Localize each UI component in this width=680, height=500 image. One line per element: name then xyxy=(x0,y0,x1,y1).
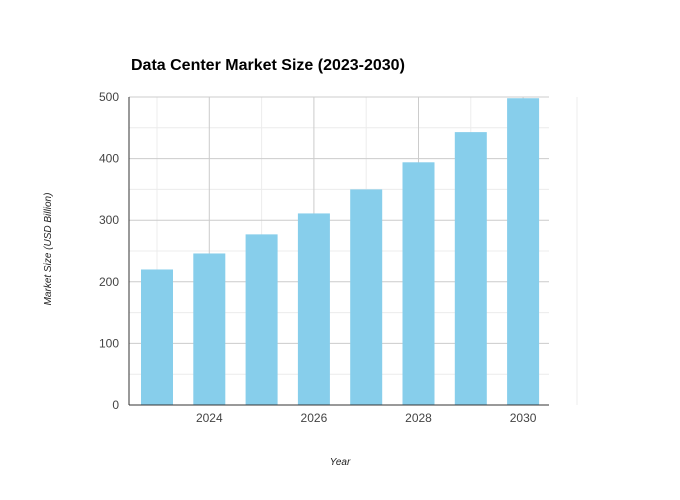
bars xyxy=(141,98,540,406)
x-tick-label: 2026 xyxy=(301,411,328,425)
y-axis-label: Market Size (USD Billion) xyxy=(43,193,54,306)
bar-2028 xyxy=(402,162,435,405)
bar-2029 xyxy=(454,132,487,405)
x-tick-labels: 2024 2026 2028 2030 xyxy=(196,411,537,425)
bar-2026 xyxy=(297,213,330,405)
y-tick-label: 500 xyxy=(99,90,119,104)
bar-2027 xyxy=(350,189,383,405)
y-tick-label: 200 xyxy=(99,275,119,289)
bar-2030 xyxy=(507,98,540,406)
x-tick-label: 2030 xyxy=(510,411,537,425)
bar-2023 xyxy=(141,269,173,405)
x-tick-label: 2028 xyxy=(405,411,432,425)
bar-2025 xyxy=(245,234,278,405)
chart-title: Data Center Market Size (2023-2030) xyxy=(131,57,405,74)
x-tick-label: 2024 xyxy=(196,411,223,425)
y-tick-label: 400 xyxy=(99,152,119,166)
bar-2024 xyxy=(193,253,226,405)
axes xyxy=(128,97,549,406)
y-tick-label: 100 xyxy=(99,336,119,350)
y-tick-label: 0 xyxy=(112,398,119,412)
x-axis-label: Year xyxy=(330,457,351,468)
y-tick-labels: 0 100 200 300 400 500 xyxy=(99,90,119,412)
y-tick-label: 300 xyxy=(99,213,119,227)
